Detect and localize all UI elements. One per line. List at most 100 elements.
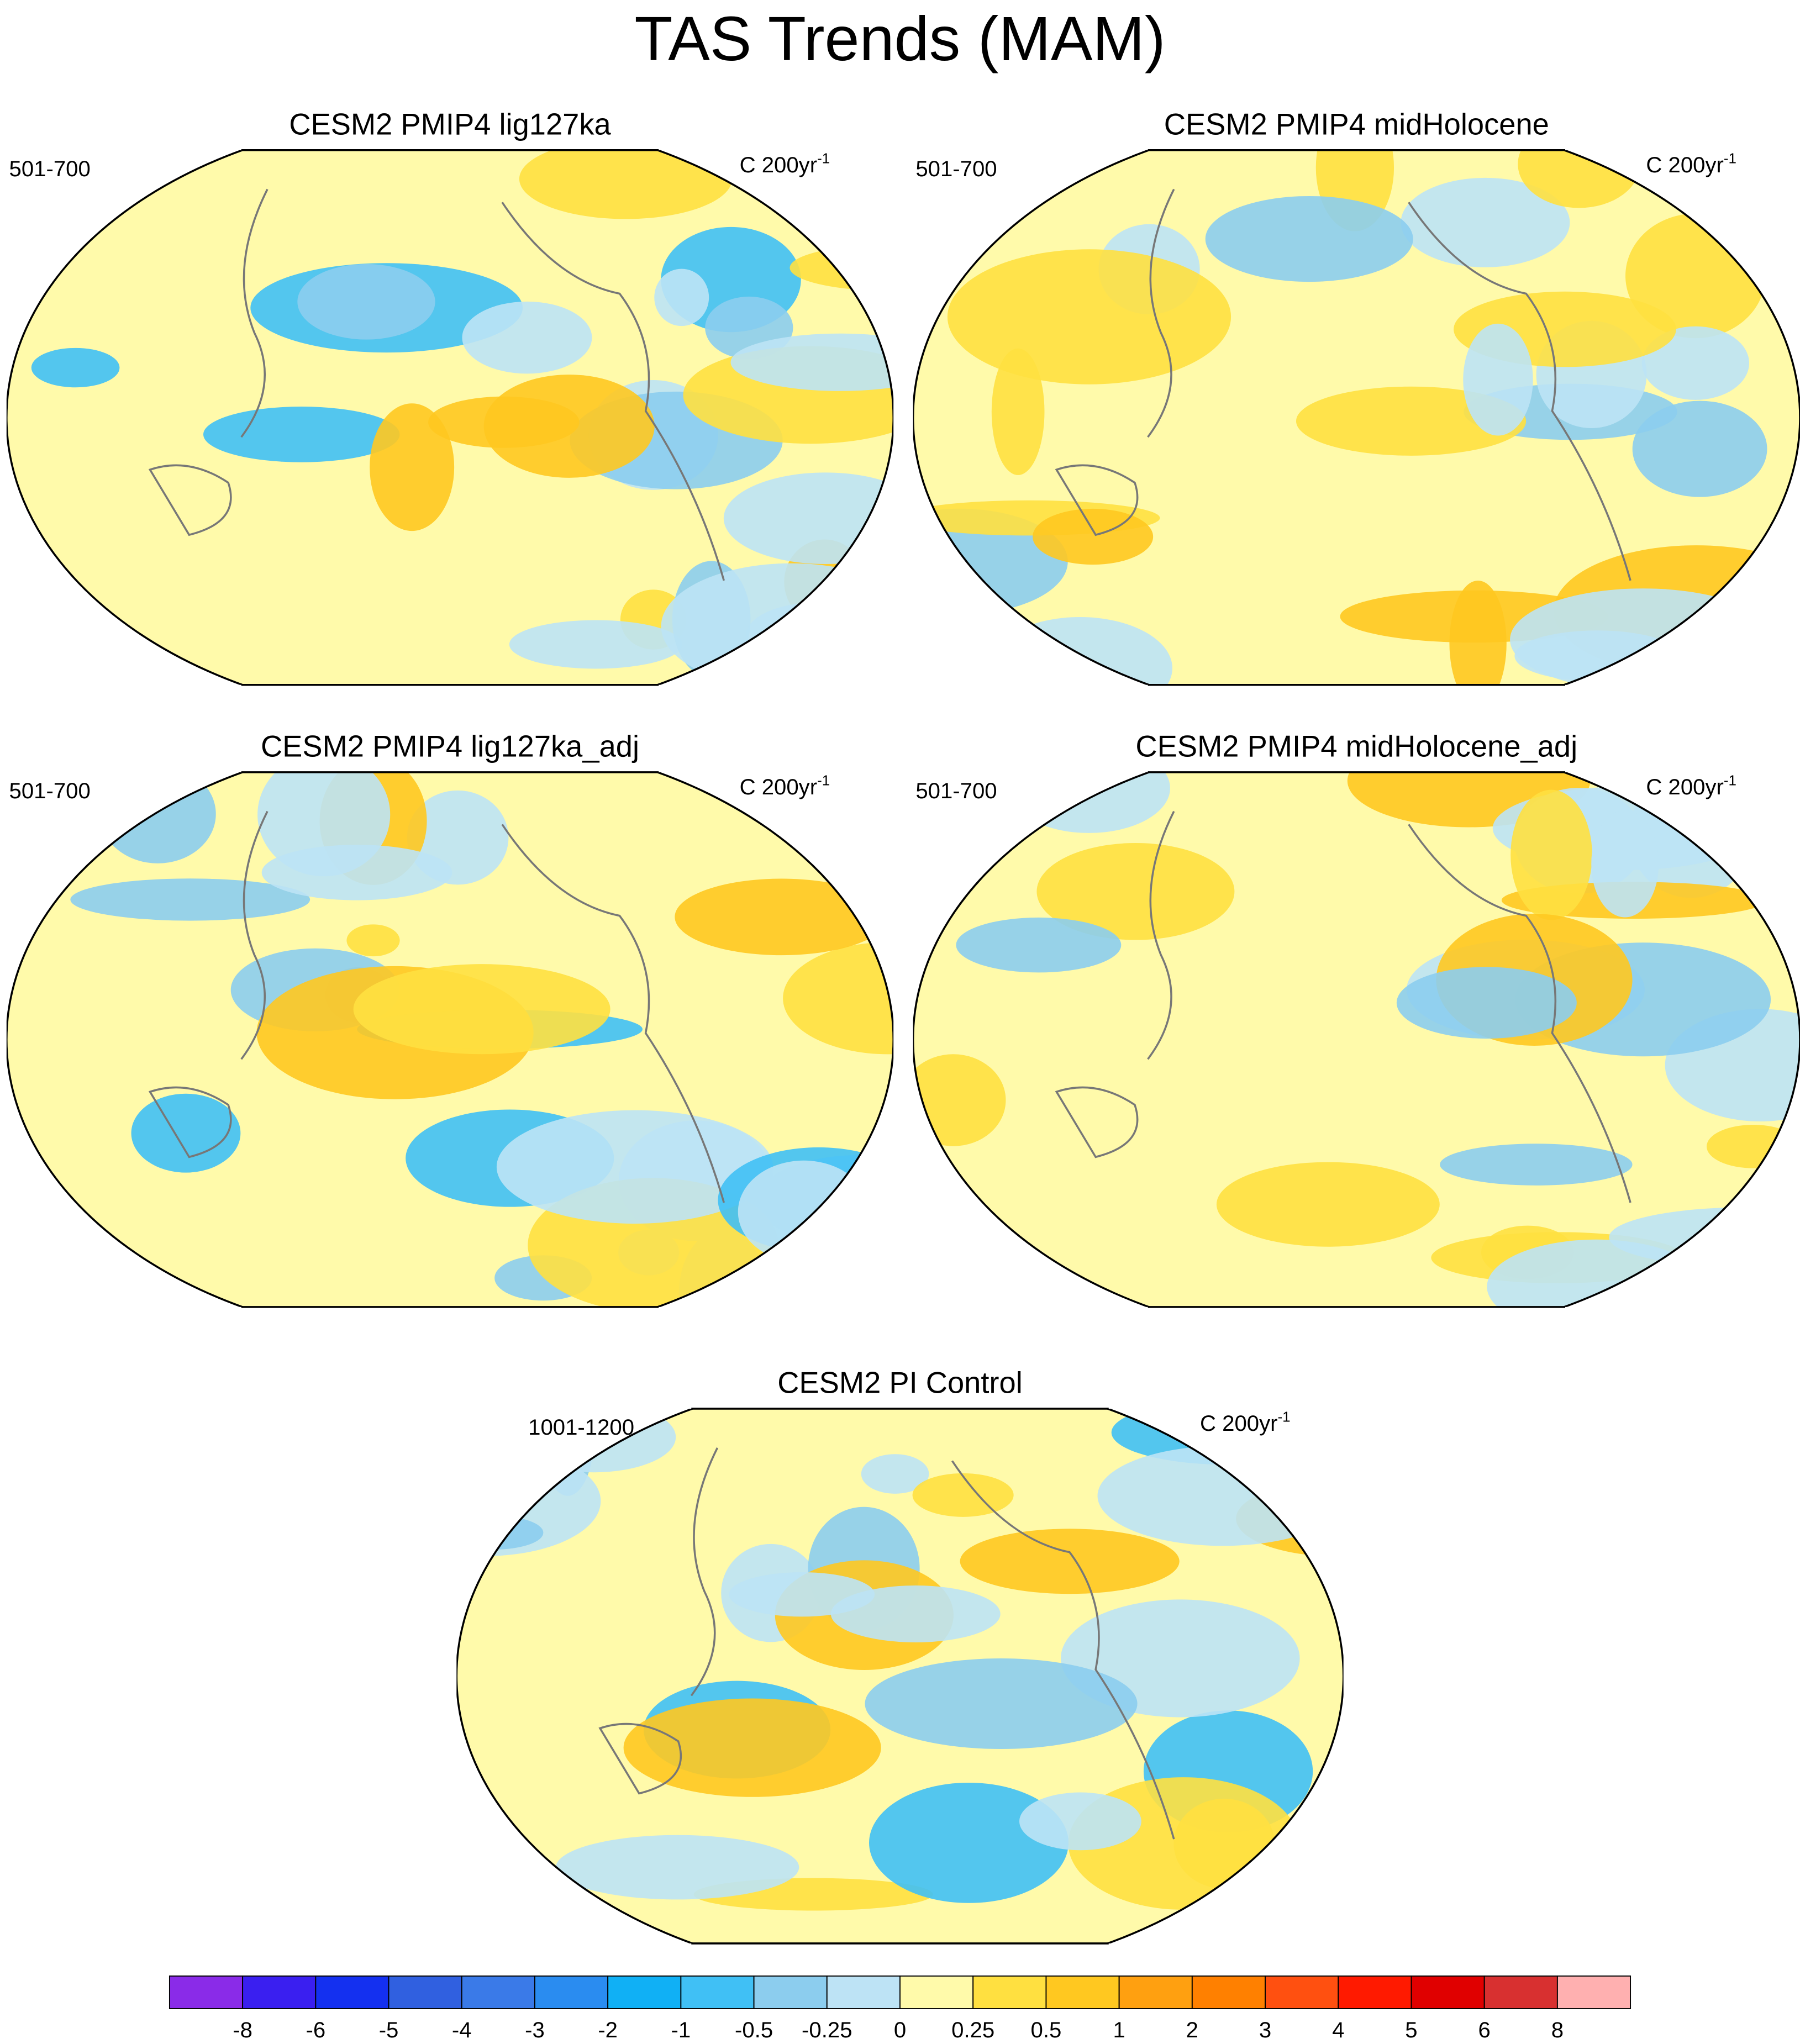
map-body: [6, 772, 894, 1307]
anomaly-region: [346, 924, 400, 957]
colorbar-label: -6: [306, 2017, 325, 2042]
colorbar-label: 4: [1332, 2017, 1344, 2042]
coastline: [1055, 188, 1631, 581]
anomaly-region: [723, 472, 894, 565]
anomaly-region: [1591, 810, 1659, 918]
anomaly-region: [623, 1698, 881, 1797]
panel-title: CESM2 PMIP4 lig127ka_adj: [261, 730, 639, 763]
units-label: C 200yr-1: [740, 150, 830, 177]
units-exponent: -1: [1724, 772, 1736, 789]
panel-title: CESM2 PMIP4 lig127ka: [289, 107, 611, 141]
anomaly-region: [830, 1585, 1001, 1642]
panel-title: CESM2 PMIP4 midHolocene: [1164, 107, 1549, 141]
anomaly-region: [1173, 1798, 1275, 1889]
anomaly-region: [991, 348, 1045, 475]
coastline: [598, 1447, 1175, 1840]
map: [913, 150, 1800, 685]
period-label: 501-700: [9, 156, 91, 181]
anomaly-region: [729, 1572, 875, 1617]
anomaly-region: [6, 615, 67, 670]
anomaly-region: [865, 1658, 1138, 1749]
anomaly-region: [261, 845, 452, 900]
colorbar-label: -8: [233, 2017, 252, 2042]
colorbar-label: -3: [525, 2017, 545, 2042]
colorbar-box: [972, 1975, 1047, 2009]
anomaly-region: [370, 403, 455, 531]
units-text: C 200yr: [1646, 152, 1724, 177]
anomaly-region: [1641, 326, 1750, 400]
anomaly-region: [1036, 843, 1235, 940]
anomaly-region: [41, 814, 114, 846]
colorbar-label: 1: [1113, 2017, 1125, 2042]
coastline: [148, 810, 725, 1203]
anomaly-region: [496, 1110, 773, 1224]
anomaly-region: [509, 620, 683, 669]
map-body: [6, 150, 894, 685]
period-label: 1001-1200: [528, 1415, 634, 1440]
panel-title: CESM2 PMIP4 midHolocene_adj: [1135, 730, 1577, 763]
anomaly-region: [456, 1515, 544, 1550]
units-text: C 200yr: [740, 152, 818, 177]
anomaly-region: [1396, 967, 1577, 1039]
anomaly-region: [483, 375, 655, 478]
map: [6, 150, 894, 685]
anomaly-region: [1440, 1144, 1633, 1186]
anomaly-region: [1510, 588, 1776, 685]
colorbar-box: [1556, 1975, 1631, 2009]
anomaly-region: [912, 1473, 1014, 1517]
units-exponent: -1: [817, 772, 830, 789]
anomaly-region: [462, 301, 592, 374]
anomaly-region: [203, 407, 400, 462]
colorbar-label: 5: [1405, 2017, 1417, 2042]
map: [6, 772, 894, 1307]
colorbar-label: 6: [1478, 2017, 1491, 2042]
units-text: C 200yr: [1646, 775, 1724, 799]
anomaly-region: [869, 1782, 1069, 1903]
colorbar-box: [534, 1975, 609, 2009]
colorbar-box: [315, 1975, 390, 2009]
anomaly-region: [1033, 508, 1154, 565]
period-label: 501-700: [915, 156, 997, 181]
colorbar-box: [169, 1975, 244, 2009]
anomaly-region: [70, 878, 310, 921]
colorbar-box: [899, 1975, 974, 2009]
colorbar-label: -5: [379, 2017, 399, 2042]
anomaly-region: [1510, 789, 1592, 920]
colorbar-box: [1191, 1975, 1266, 2009]
colorbar-box: [242, 1975, 317, 2009]
anomaly-region: [1632, 401, 1767, 497]
anomaly-region: [131, 1093, 241, 1173]
colorbar-box: [753, 1975, 828, 2009]
colorbar-label: 0: [894, 2017, 906, 2042]
anomaly-region: [913, 1054, 1006, 1146]
colorbar-box: [607, 1975, 682, 2009]
colorbar-box: [1483, 1975, 1558, 2009]
anomaly-region: [297, 264, 435, 340]
coastline: [148, 188, 725, 581]
coastline: [1055, 810, 1631, 1203]
figure-title: TAS Trends (MAM): [634, 4, 1165, 74]
period-label: 501-700: [915, 778, 997, 803]
panel-title: CESM2 PI Control: [777, 1366, 1023, 1400]
anomaly-region: [913, 826, 987, 860]
anomaly-region: [1463, 323, 1533, 436]
anomaly-region: [960, 1529, 1180, 1594]
units-label: C 200yr-1: [740, 772, 830, 800]
anomaly-region: [1706, 1124, 1800, 1168]
colorbar-box: [1265, 1975, 1339, 2009]
units-label: C 200yr-1: [1646, 772, 1736, 800]
units-label: C 200yr-1: [1646, 150, 1736, 177]
colorbar-label: -2: [598, 2017, 618, 2042]
units-exponent: -1: [1724, 150, 1736, 166]
anomaly-region: [738, 1160, 870, 1263]
map-body: [913, 772, 1800, 1307]
colorbar-box: [826, 1975, 901, 2009]
anomaly-region: [99, 772, 216, 863]
map: [913, 772, 1800, 1307]
anomaly-region: [861, 1454, 929, 1494]
colorbar-box: [1045, 1975, 1120, 2009]
anomaly-region: [987, 617, 1172, 685]
anomaly-region: [661, 563, 894, 685]
